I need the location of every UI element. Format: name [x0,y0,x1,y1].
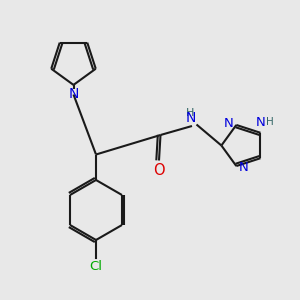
Text: H: H [266,117,274,128]
Text: N: N [185,111,196,125]
Text: H: H [186,108,195,118]
Text: O: O [153,164,165,178]
Text: N: N [256,116,265,129]
Text: N: N [239,161,248,174]
Text: N: N [68,88,79,101]
Text: N: N [224,117,234,130]
Text: Cl: Cl [89,260,103,273]
